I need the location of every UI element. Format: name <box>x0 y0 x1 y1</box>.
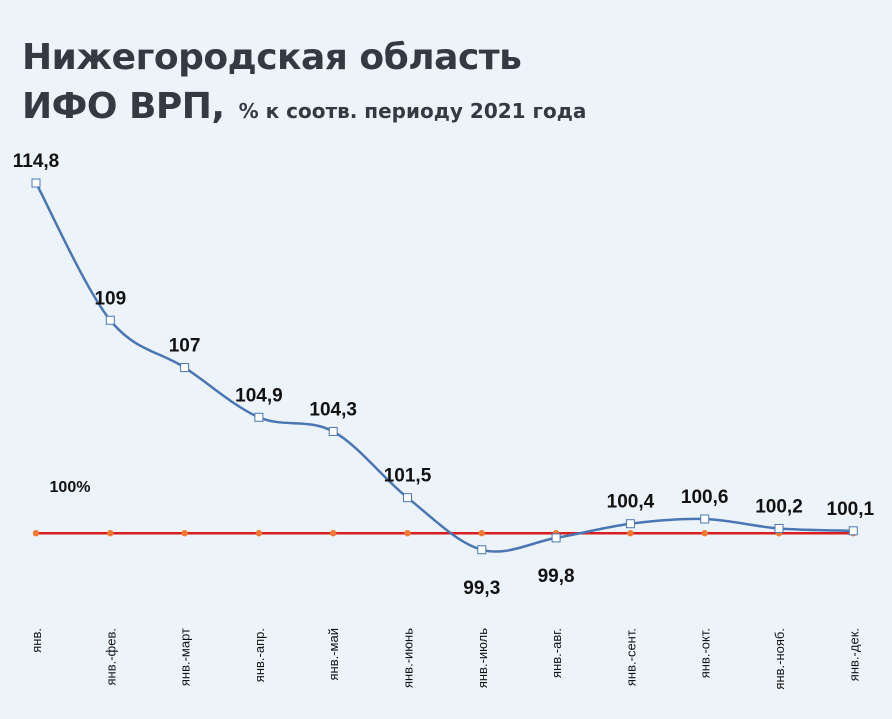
chart-title: Нижегородская область ИФО ВРП, % к соотв… <box>22 36 586 127</box>
x-tick-label: янв.-июнь <box>401 628 416 688</box>
data-point <box>477 545 487 555</box>
x-tick-label: янв.-дек. <box>846 628 861 681</box>
chart-lines <box>34 182 854 553</box>
data-label: 114,8 <box>13 151 60 172</box>
x-tick-label: янв. <box>29 628 44 653</box>
data-point <box>403 493 412 503</box>
chart-markers <box>31 178 858 555</box>
data-point <box>625 519 635 529</box>
x-tick-label: янв.-фев. <box>103 628 118 686</box>
baseline-marker <box>478 529 485 537</box>
data-label: 109 <box>94 288 126 309</box>
baseline-marker <box>627 529 634 537</box>
data-point <box>774 523 784 533</box>
data-point <box>105 315 115 325</box>
data-point <box>848 526 858 536</box>
baseline-marker <box>404 529 411 537</box>
data-point <box>31 178 41 188</box>
baseline-label: 100% <box>50 479 91 496</box>
data-label: 100,4 <box>607 492 655 513</box>
data-point <box>328 426 338 436</box>
data-label: 104,9 <box>235 385 283 406</box>
data-point <box>180 363 190 373</box>
data-label: 107 <box>169 336 201 357</box>
data-label: 100,6 <box>681 487 729 508</box>
title-region: Нижегородская область <box>22 37 522 78</box>
baseline-marker <box>107 529 114 537</box>
data-label: 100,1 <box>827 499 875 520</box>
title-unit: % к соотв. периоду 2021 года <box>238 99 587 123</box>
x-tick-label: янв.-март <box>178 628 193 686</box>
baseline-marker <box>32 529 40 537</box>
data-label: 99,8 <box>538 566 575 587</box>
title-indicator: ИФО ВРП, <box>22 86 225 127</box>
data-label: 104,3 <box>309 399 357 420</box>
x-tick-label: янв.-окт. <box>698 628 713 678</box>
data-point <box>551 533 561 543</box>
x-tick-label: янв.-апр. <box>252 628 267 682</box>
series-line <box>34 182 854 553</box>
data-labels: 114,8 109 107 104,9 104,3 101,5 99,3 99,8 100,4 1… <box>13 151 875 599</box>
data-label: 101,5 <box>384 466 432 487</box>
x-tick-label: янв.-сент. <box>623 628 638 686</box>
x-tick-label: янв.-июль <box>475 628 490 688</box>
x-tick-label: янв.-авг. <box>549 628 564 678</box>
x-axis-ticks: янв. янв.-фев. янв.-март янв.-апр. янв.-май я… <box>29 628 861 690</box>
baseline-marker <box>701 529 708 537</box>
data-point <box>254 412 264 422</box>
title-row-2: ИФО ВРП, % к соотв. периоду 2021 года <box>22 86 586 127</box>
data-label: 99,3 <box>463 578 500 599</box>
x-tick-label: янв.-нояб. <box>772 628 787 690</box>
data-label: 100,2 <box>755 496 803 517</box>
baseline-marker <box>181 529 188 537</box>
baseline-marker <box>330 529 337 537</box>
baseline-marker <box>255 529 263 537</box>
x-tick-label: янв.-май <box>326 628 341 681</box>
data-point <box>700 514 710 524</box>
